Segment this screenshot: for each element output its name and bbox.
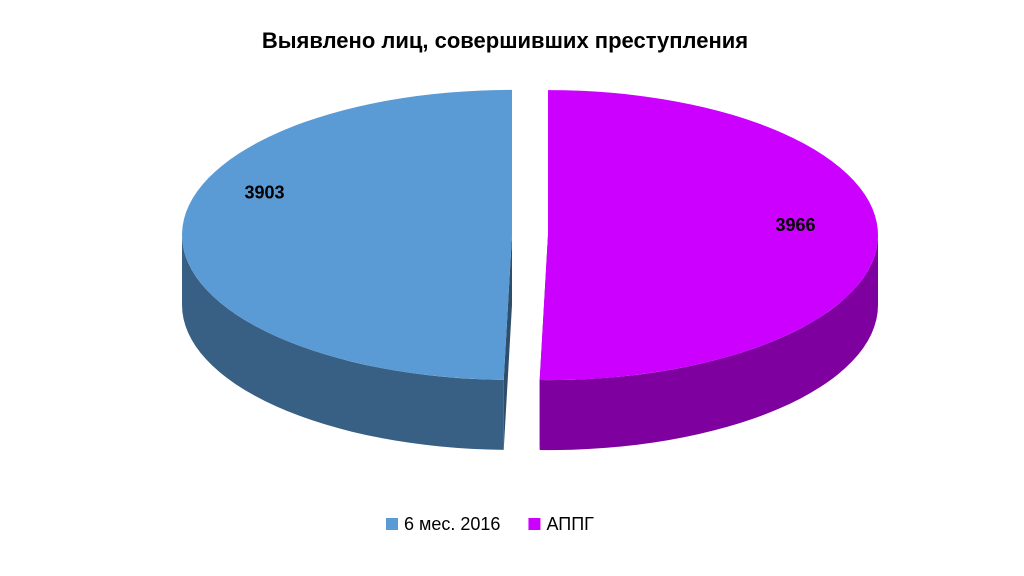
data-labels: 3966 3903 bbox=[244, 182, 815, 235]
pie-slice bbox=[539, 90, 878, 381]
pie-side bbox=[182, 234, 504, 450]
data-label: 3903 bbox=[244, 182, 284, 202]
legend-label: АППГ bbox=[546, 514, 594, 534]
pie-tops bbox=[182, 89, 878, 381]
legend: 6 мес. 2016 АППГ bbox=[386, 514, 594, 534]
legend-swatch bbox=[528, 518, 541, 530]
legend-swatch bbox=[386, 518, 398, 530]
legend-label: 6 мес. 2016 bbox=[404, 514, 500, 534]
pie-sides bbox=[182, 234, 878, 451]
data-label: 3966 bbox=[775, 215, 815, 235]
chart-title: Выявлено лиц, совершивших преступления bbox=[262, 28, 748, 53]
pie-slice bbox=[182, 89, 513, 380]
pie-side bbox=[539, 235, 878, 451]
pie-wall bbox=[503, 234, 513, 450]
